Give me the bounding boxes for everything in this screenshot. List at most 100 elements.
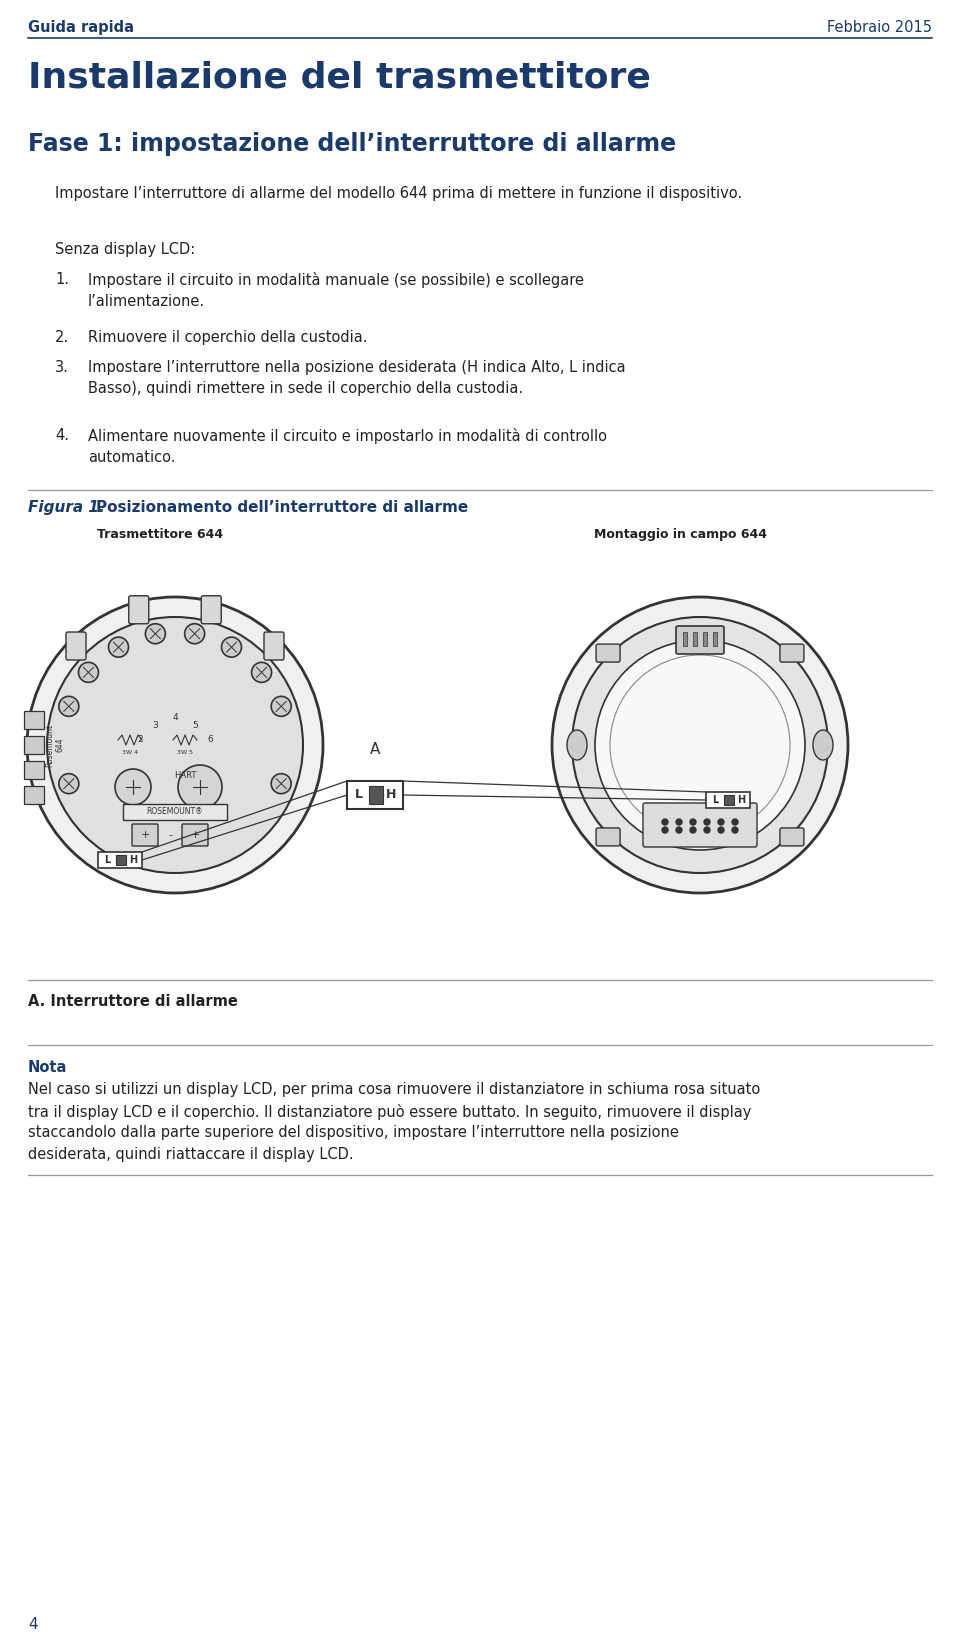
Circle shape: [271, 774, 291, 794]
Bar: [693, 632, 697, 647]
Text: Montaggio in campo 644: Montaggio in campo 644: [593, 529, 766, 540]
FancyBboxPatch shape: [780, 643, 804, 661]
Text: HART: HART: [174, 771, 196, 779]
Circle shape: [572, 617, 828, 873]
FancyBboxPatch shape: [643, 804, 757, 846]
Ellipse shape: [813, 730, 833, 760]
Circle shape: [27, 598, 323, 894]
Circle shape: [718, 818, 724, 825]
Text: A: A: [370, 742, 380, 756]
Text: Nota: Nota: [28, 1061, 67, 1076]
Circle shape: [704, 818, 710, 825]
Text: +: +: [140, 830, 150, 840]
Text: -: -: [168, 830, 172, 840]
Ellipse shape: [567, 730, 587, 760]
Circle shape: [718, 827, 724, 833]
FancyBboxPatch shape: [780, 828, 804, 846]
Circle shape: [676, 827, 682, 833]
Circle shape: [676, 818, 682, 825]
Circle shape: [690, 818, 696, 825]
Text: ROSEMOUNT®: ROSEMOUNT®: [147, 807, 204, 817]
Circle shape: [79, 663, 99, 683]
Text: Rosemount
644: Rosemount 644: [45, 724, 64, 766]
Text: Posizionamento dell’interruttore di allarme: Posizionamento dell’interruttore di alla…: [96, 499, 468, 516]
FancyBboxPatch shape: [596, 643, 620, 661]
Circle shape: [732, 827, 738, 833]
FancyBboxPatch shape: [596, 828, 620, 846]
Circle shape: [662, 827, 668, 833]
Text: 3W 4: 3W 4: [122, 750, 138, 755]
Text: Figura 1.: Figura 1.: [28, 499, 105, 516]
Text: 3W 5: 3W 5: [177, 750, 193, 755]
FancyBboxPatch shape: [98, 851, 142, 868]
Circle shape: [59, 774, 79, 794]
Text: 4: 4: [28, 1617, 37, 1632]
Bar: [369, 786, 383, 804]
Text: Trasmettitore 644: Trasmettitore 644: [97, 529, 223, 540]
Circle shape: [222, 637, 242, 656]
Text: Guida rapida: Guida rapida: [28, 20, 134, 34]
Text: 3: 3: [152, 720, 157, 730]
Circle shape: [178, 764, 222, 809]
Text: 2.: 2.: [55, 331, 69, 345]
Text: 4: 4: [172, 712, 178, 722]
FancyBboxPatch shape: [24, 761, 44, 779]
Bar: [683, 632, 687, 647]
Bar: [116, 855, 126, 864]
Text: Impostare l’interruttore nella posizione desiderata (H indica Alto, L indica
Bas: Impostare l’interruttore nella posizione…: [88, 360, 626, 396]
Circle shape: [184, 624, 204, 643]
Text: 1.: 1.: [55, 272, 69, 286]
Text: 3.: 3.: [55, 360, 69, 375]
Circle shape: [662, 818, 668, 825]
FancyBboxPatch shape: [347, 781, 403, 809]
Circle shape: [552, 598, 848, 894]
Text: Senza display LCD:: Senza display LCD:: [55, 242, 195, 257]
Text: 5: 5: [192, 720, 198, 730]
FancyBboxPatch shape: [24, 737, 44, 755]
Text: H: H: [386, 789, 396, 802]
Text: A. Interruttore di allarme: A. Interruttore di allarme: [28, 994, 238, 1008]
Text: 2: 2: [137, 735, 143, 745]
Circle shape: [59, 696, 79, 717]
FancyBboxPatch shape: [66, 632, 86, 660]
Text: H: H: [129, 855, 137, 864]
FancyBboxPatch shape: [129, 596, 149, 624]
Circle shape: [704, 827, 710, 833]
Text: Nel caso si utilizzi un display LCD, per prima cosa rimuovere il distanziatore i: Nel caso si utilizzi un display LCD, per…: [28, 1082, 760, 1162]
Text: Rimuovere il coperchio della custodia.: Rimuovere il coperchio della custodia.: [88, 331, 368, 345]
Text: +: +: [190, 830, 200, 840]
FancyBboxPatch shape: [182, 823, 208, 846]
FancyBboxPatch shape: [706, 792, 750, 809]
Circle shape: [145, 624, 165, 643]
Text: H: H: [737, 796, 745, 805]
Bar: [724, 796, 734, 805]
Text: Fase 1: impostazione dell’interruttore di allarme: Fase 1: impostazione dell’interruttore d…: [28, 133, 676, 156]
Text: Impostare l’interruttore di allarme del modello 644 prima di mettere in funzione: Impostare l’interruttore di allarme del …: [55, 187, 742, 201]
Text: Installazione del trasmettitore: Installazione del trasmettitore: [28, 61, 651, 93]
FancyBboxPatch shape: [132, 823, 158, 846]
FancyBboxPatch shape: [24, 710, 44, 728]
Circle shape: [115, 769, 151, 805]
Circle shape: [595, 640, 805, 850]
Circle shape: [108, 637, 129, 656]
Text: L: L: [104, 855, 110, 864]
Circle shape: [690, 827, 696, 833]
Bar: [713, 632, 717, 647]
Text: 4.: 4.: [55, 427, 69, 444]
FancyBboxPatch shape: [123, 804, 227, 820]
Bar: [703, 632, 707, 647]
Text: Febbraio 2015: Febbraio 2015: [827, 20, 932, 34]
FancyBboxPatch shape: [202, 596, 221, 624]
Text: L: L: [712, 796, 718, 805]
FancyBboxPatch shape: [264, 632, 284, 660]
Text: Alimentare nuovamente il circuito e impostarlo in modalità di controllo
automati: Alimentare nuovamente il circuito e impo…: [88, 427, 607, 465]
FancyBboxPatch shape: [676, 625, 724, 655]
Circle shape: [732, 818, 738, 825]
FancyBboxPatch shape: [24, 786, 44, 804]
Text: L: L: [355, 789, 363, 802]
Circle shape: [271, 696, 291, 717]
Circle shape: [252, 663, 272, 683]
Circle shape: [47, 617, 303, 873]
Text: Impostare il circuito in modalità manuale (se possibile) e scollegare
l’alimenta: Impostare il circuito in modalità manual…: [88, 272, 584, 309]
Text: 6: 6: [207, 735, 213, 745]
